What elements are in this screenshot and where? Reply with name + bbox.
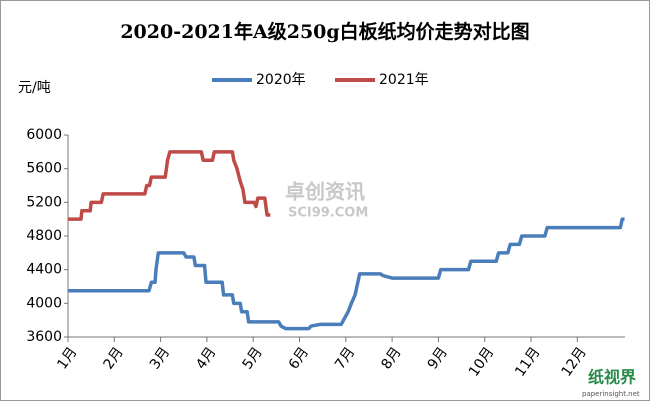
y-tick-label: 3600 xyxy=(26,329,62,345)
y-tick-label: 5600 xyxy=(26,161,62,177)
y-tick-label: 4800 xyxy=(26,228,62,244)
y-tick-label: 4400 xyxy=(26,262,62,278)
y-tick-label: 4000 xyxy=(26,295,62,311)
watermark: 纸视界 xyxy=(588,368,636,387)
y-tick-label: 5200 xyxy=(26,194,62,210)
y-axis-label: 元/吨 xyxy=(18,80,51,96)
line-series xyxy=(68,150,271,221)
legend-label: 2020年 xyxy=(256,72,306,88)
watermark: SCI99.COM xyxy=(288,206,368,221)
chart-title: 2020-2021年A级250g白板纸均价走势对比图 xyxy=(120,20,529,43)
watermark: 卓创资讯 xyxy=(285,180,365,204)
watermark: paperinsight.net xyxy=(582,390,640,398)
legend-label: 2021年 xyxy=(379,72,429,88)
line-series xyxy=(68,217,625,331)
y-tick-label: 6000 xyxy=(26,127,62,143)
